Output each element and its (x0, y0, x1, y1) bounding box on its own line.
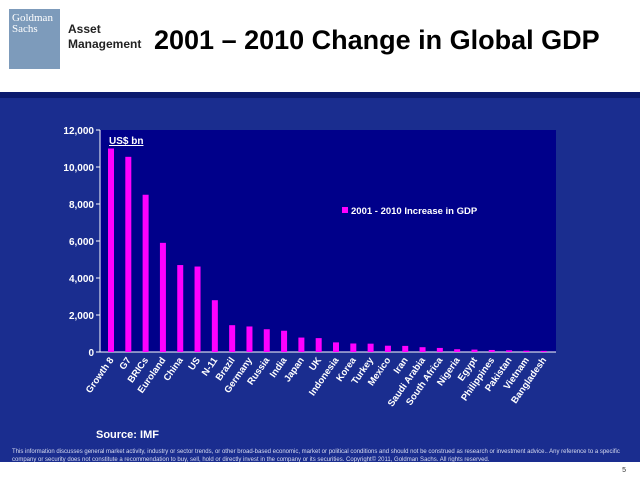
bar (384, 345, 391, 352)
legend-swatch (342, 207, 348, 213)
bar (540, 350, 547, 352)
bar (108, 148, 114, 352)
y-axis-unit-label: US$ bn (109, 136, 143, 147)
bar (125, 156, 132, 352)
bar (177, 265, 184, 352)
y-tick-label: 0 (88, 348, 94, 359)
y-tick-label: 2,000 (69, 311, 94, 322)
y-tick-label: 12,000 (63, 126, 94, 137)
bar (333, 342, 339, 352)
bar (350, 343, 357, 352)
bar (229, 325, 236, 352)
bar (281, 330, 288, 352)
legend-label: 2001 - 2010 Increase in GDP (351, 206, 478, 217)
bar (142, 194, 149, 352)
logo-line-2: Sachs (12, 23, 38, 35)
footer (0, 462, 640, 481)
business-unit-line-2: Management (68, 37, 142, 51)
bar (419, 347, 426, 352)
bar (211, 300, 218, 352)
bar (454, 349, 461, 352)
bar (246, 326, 253, 352)
header: Goldman Sachs Asset Management 2001 – 20… (0, 0, 640, 92)
bar (523, 350, 530, 352)
plot-area (100, 130, 556, 352)
disclaimer: This information discusses general marke… (12, 449, 620, 463)
bar (315, 338, 322, 352)
business-unit-line-1: Asset (68, 22, 101, 36)
bar (436, 347, 443, 352)
bar (471, 349, 478, 352)
y-tick-label: 4,000 (69, 274, 94, 285)
logo-line-1: Goldman (12, 12, 53, 24)
y-tick-label: 8,000 (69, 200, 94, 211)
goldman-sachs-logo: Goldman Sachs (9, 9, 60, 69)
page-number: 5 (622, 467, 626, 474)
bar (506, 350, 513, 352)
source-note: Source: IMF (96, 429, 159, 441)
bar (402, 345, 409, 352)
bar (194, 266, 201, 352)
header-divider (0, 92, 640, 98)
business-unit: Asset Management (68, 22, 141, 52)
bar (263, 329, 270, 352)
y-tick-label: 6,000 (69, 237, 94, 248)
y-tick-label: 10,000 (63, 163, 94, 174)
bar (367, 343, 374, 352)
x-tick-label: China (162, 355, 187, 384)
bar (298, 337, 305, 352)
x-tick-label: Growth 8 (84, 355, 117, 395)
bar (488, 349, 495, 352)
slide-title: 2001 – 2010 Change in Global GDP (154, 25, 600, 55)
bar (159, 242, 166, 352)
